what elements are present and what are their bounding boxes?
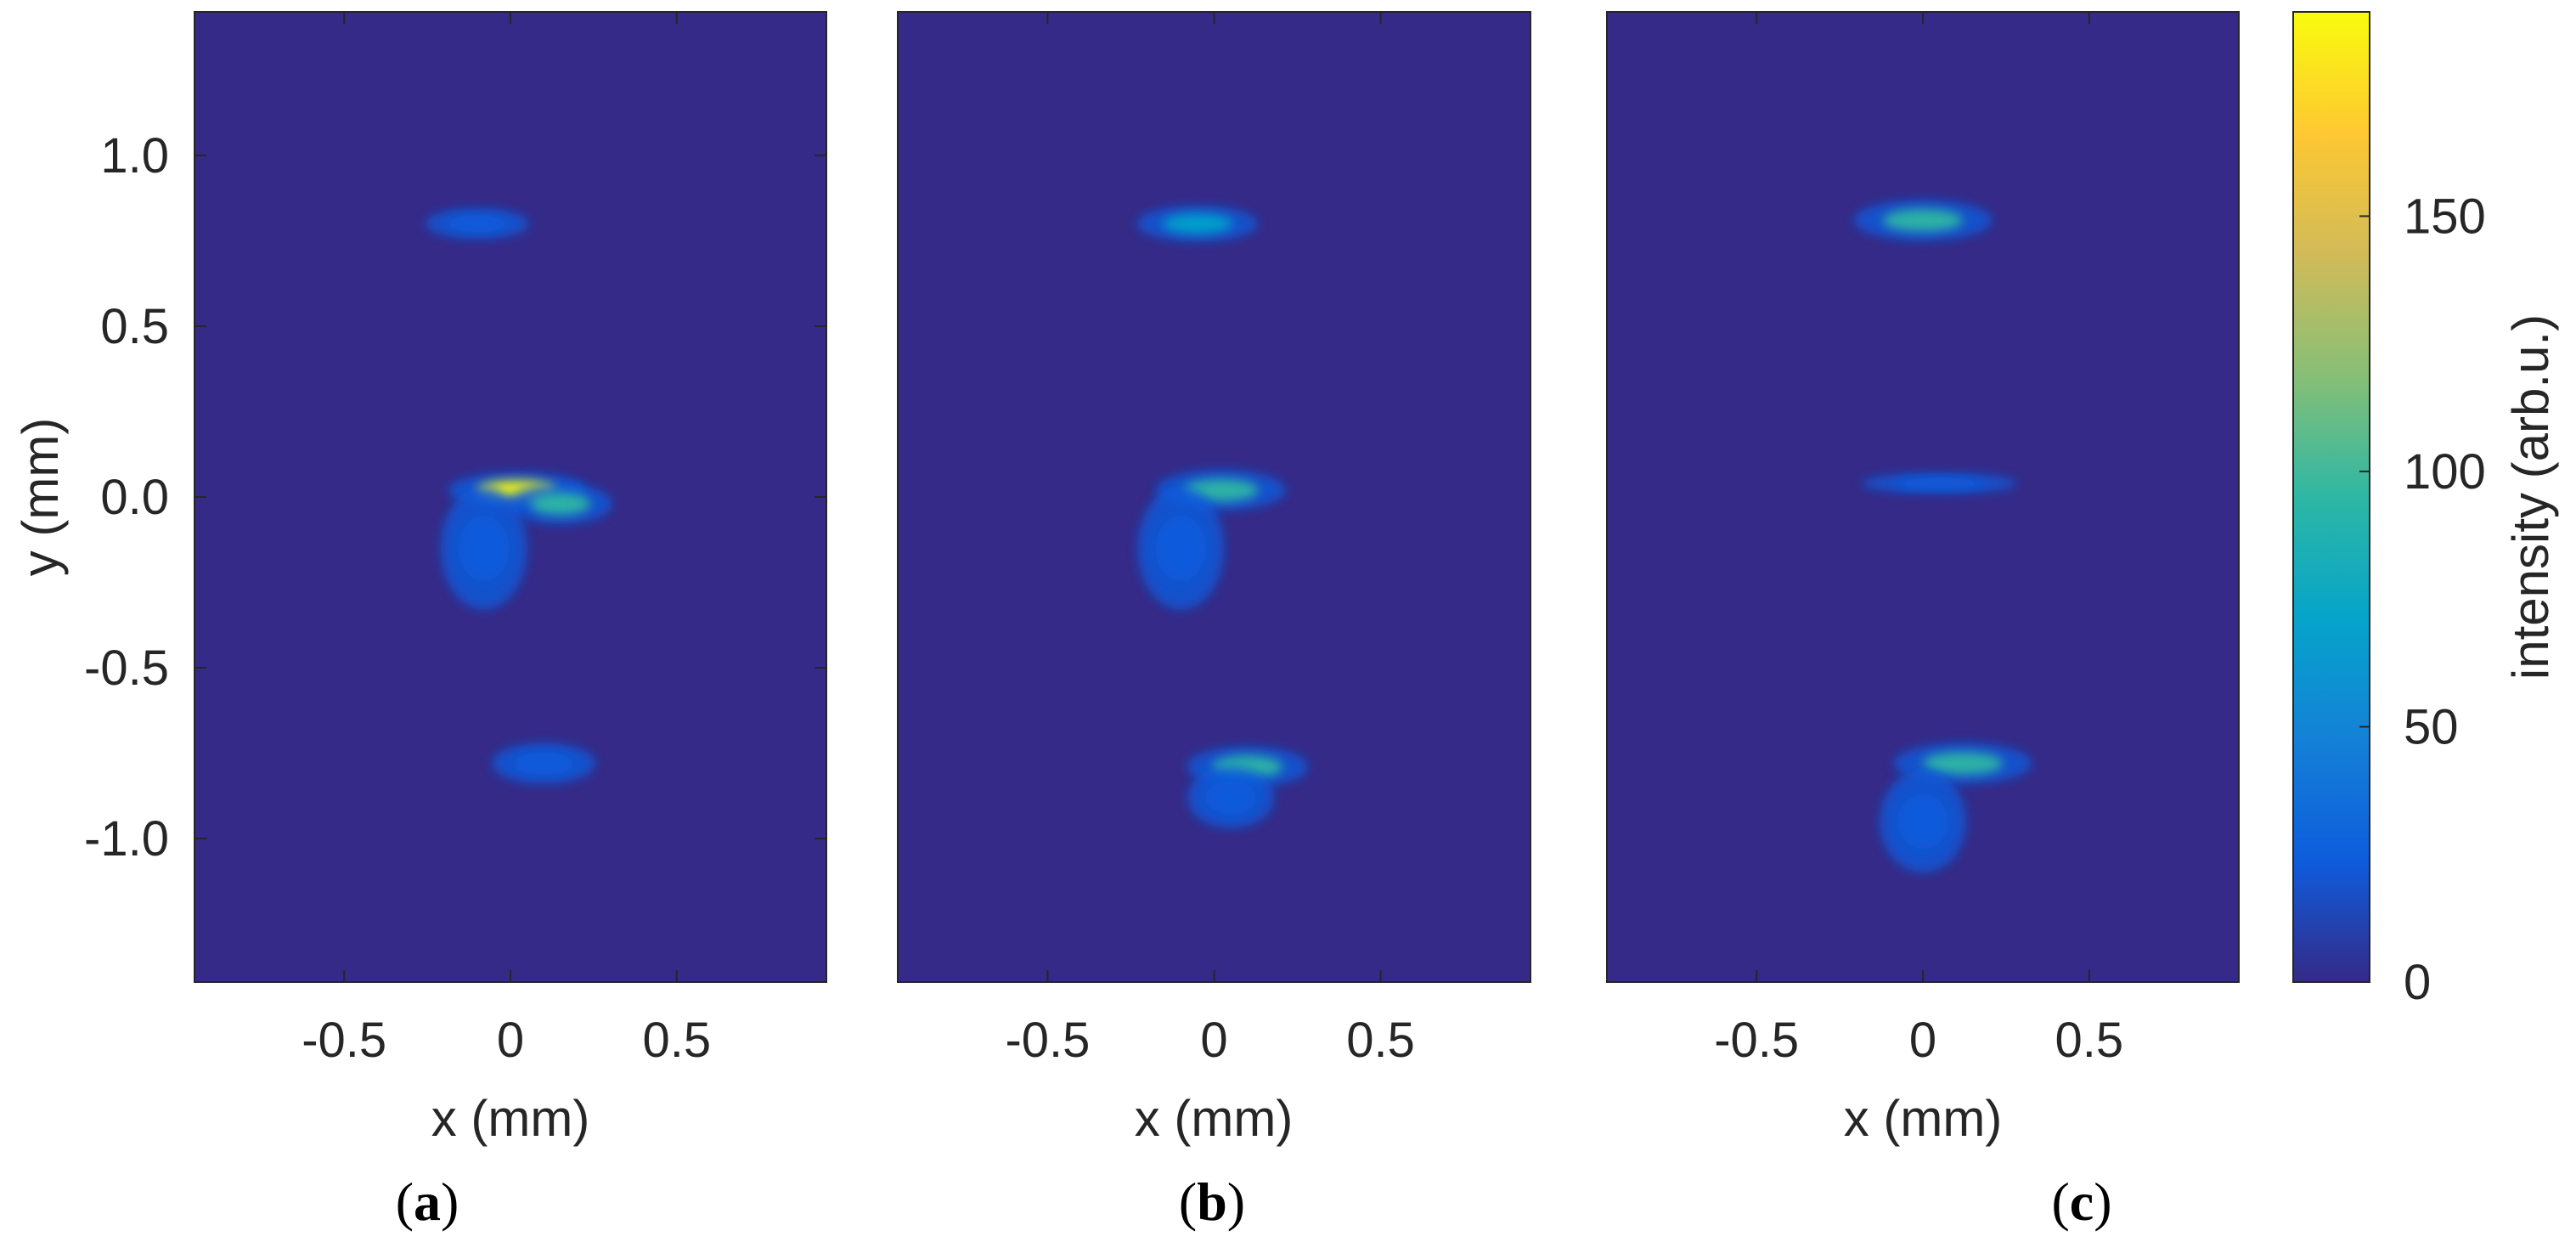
intensity-spot [1155, 515, 1206, 581]
colorbar-ticks: 0 50 100 150 [2359, 189, 2486, 1010]
colorbar: 0 50 100 150 intensity (arb.u.) [2292, 11, 2559, 1010]
panel-label-c: (c) [2051, 1171, 2111, 1232]
y-tick-label: -0.5 [84, 641, 169, 696]
y-tick-label: 0.5 [100, 299, 169, 354]
heatmap-spots-c [1853, 200, 2032, 873]
colorbar-tick-label: 0 [2404, 955, 2431, 1010]
heatmap-spots-a [425, 208, 612, 784]
colorbar-label: intensity (arb.u.) [2502, 314, 2559, 680]
x-tick-label: 0.5 [2055, 1013, 2123, 1068]
intensity-spot [1923, 752, 2003, 775]
x-axis-label-c: x (mm) [1844, 1090, 2003, 1147]
intensity-spot [447, 215, 508, 232]
intensity-spot [459, 515, 510, 581]
heatmap-spots-b [1136, 206, 1309, 829]
y-tick-label: -1.0 [84, 811, 169, 867]
x-tick-label: 0 [1200, 1013, 1227, 1068]
colorbar-frame [2292, 11, 2370, 983]
x-tick-label: -0.5 [1005, 1013, 1090, 1068]
intensity-spot [530, 493, 590, 515]
x-tick-label: 0 [1909, 1013, 1936, 1068]
panel-c: -0.5 0 0.5 x (mm) (c) [1606, 11, 2240, 1232]
x-tick-label: 0.5 [1346, 1013, 1415, 1068]
x-axis-label-a: x (mm) [431, 1090, 590, 1147]
x-ticks-c: -0.5 0 0.5 [1714, 12, 2123, 1068]
x-tick-label: 0 [497, 1013, 524, 1068]
y-tick-label: 1.0 [100, 128, 169, 183]
colorbar-tick-label: 100 [2404, 444, 2486, 500]
intensity-spot [1162, 214, 1233, 234]
panel-a: -0.5 0 0.5 -1.0 -0.5 0.0 0.5 1.0 x (mm) y (mm)… [12, 11, 827, 1232]
panel-label-a: (a) [396, 1171, 459, 1232]
x-axis-label-b: x (mm) [1135, 1090, 1294, 1147]
colorbar-tick-label: 150 [2404, 189, 2486, 244]
intensity-spot [1205, 781, 1256, 815]
intensity-spot [1894, 477, 1985, 489]
colorbar-gradient [2293, 12, 2370, 982]
x-ticks-b: -0.5 0 0.5 [1005, 12, 1415, 1068]
intensity-spot [1897, 793, 1948, 850]
x-tick-label: -0.5 [1714, 1013, 1799, 1068]
intensity-spot [513, 752, 574, 775]
colorbar-tick-label: 50 [2404, 699, 2459, 754]
y-axis-label-a: y (mm) [12, 418, 69, 577]
x-tick-label: 0.5 [642, 1013, 711, 1068]
x-ticks-a: -0.5 0 0.5 [302, 12, 711, 1068]
x-tick-label: -0.5 [302, 1013, 386, 1068]
intensity-spot [1883, 209, 1963, 232]
y-tick-label: 0.0 [100, 470, 169, 525]
panel-label-b: (b) [1179, 1171, 1245, 1232]
y-ticks-a: -1.0 -0.5 0.0 0.5 1.0 [84, 128, 826, 867]
panel-b: -0.5 0 0.5 x (mm) (b) [897, 11, 1531, 1232]
